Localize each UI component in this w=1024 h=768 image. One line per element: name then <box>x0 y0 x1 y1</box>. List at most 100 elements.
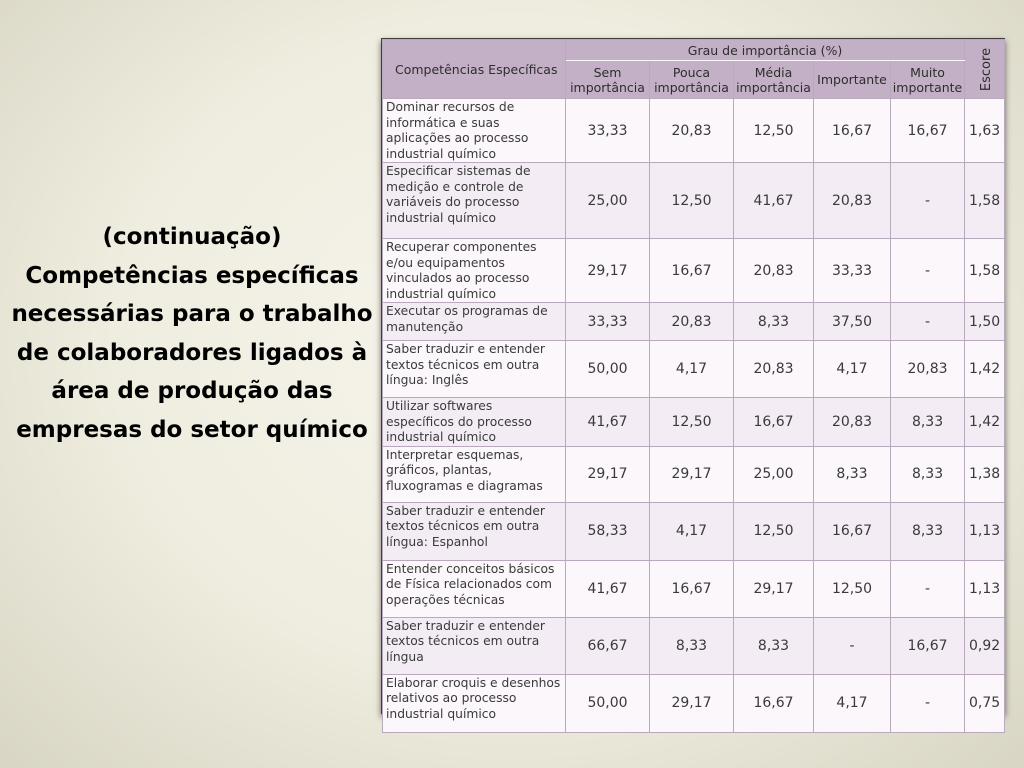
score-value: 0,92 <box>964 616 1006 675</box>
importance-value: 29,17 <box>565 238 650 303</box>
importance-value: - <box>889 673 966 733</box>
importance-value: 12,50 <box>733 98 814 163</box>
score-value: 1,38 <box>964 445 1006 503</box>
importance-value: 16,67 <box>649 559 734 618</box>
importance-value: 12,50 <box>649 162 734 239</box>
importance-value: 20,83 <box>649 302 734 341</box>
importance-value: 41,67 <box>733 162 814 239</box>
table-row: Executar os programas de manutenção 33,33… <box>382 302 1006 341</box>
importance-value: 4,17 <box>649 501 734 561</box>
importance-value: 12,50 <box>649 397 734 447</box>
score-value: 0,75 <box>964 673 1006 733</box>
competency-label: Interpretar esquemas, gráficos, plantas,… <box>382 445 566 503</box>
competency-label: Saber traduzir e entender textos técnico… <box>382 616 566 675</box>
importance-value: 16,67 <box>813 501 891 561</box>
importance-value: 20,83 <box>733 238 814 303</box>
importance-value: 29,17 <box>649 445 734 503</box>
importance-value: - <box>889 302 966 341</box>
importance-value: 33,33 <box>565 302 650 341</box>
table-row: Entender conceitos básicos de Física rel… <box>382 559 1006 618</box>
header-score: Escore <box>964 39 1006 99</box>
importance-value: 25,00 <box>733 445 814 503</box>
table-row: Dominar recursos de informática e suas a… <box>382 98 1006 163</box>
importance-value: 20,83 <box>889 340 966 398</box>
importance-value: 41,67 <box>565 559 650 618</box>
competency-label: Elaborar croquis e desenhos relativos ao… <box>382 673 566 733</box>
importance-value: - <box>889 559 966 618</box>
importance-value: 16,67 <box>733 673 814 733</box>
score-value: 1,13 <box>964 559 1006 618</box>
table-row: Interpretar esquemas, gráficos, plantas,… <box>382 445 1006 503</box>
table-row: Saber traduzir e entender textos técnico… <box>382 501 1006 561</box>
importance-value: 16,67 <box>889 98 966 163</box>
score-value: 1,13 <box>964 501 1006 561</box>
competency-label: Recuperar componentes e/ou equipamentos … <box>382 238 566 303</box>
header-level: Importante <box>813 60 891 99</box>
table-row: Saber traduzir e entender textos técnico… <box>382 340 1006 398</box>
table-row: Utilizar softwares específicos do proces… <box>382 397 1006 447</box>
importance-value: 8,33 <box>733 302 814 341</box>
table-row: Recuperar componentes e/ou equipamentos … <box>382 238 1006 303</box>
header-level: Muito importante <box>889 60 966 99</box>
header-competencies: Competências Específicas <box>382 39 566 99</box>
table-row: Elaborar croquis e desenhos relativos ao… <box>382 673 1006 733</box>
importance-value: 29,17 <box>565 445 650 503</box>
importance-value: - <box>813 616 891 675</box>
importance-value: 29,17 <box>649 673 734 733</box>
competencies-table: Competências Específicas Grau de importâ… <box>382 39 1006 733</box>
competency-label: Executar os programas de manutenção <box>382 302 566 341</box>
header-level: Média importância <box>733 60 814 99</box>
header-importance-group: Grau de importância (%) <box>564 39 966 61</box>
importance-value: 33,33 <box>813 238 891 303</box>
importance-value: 8,33 <box>889 397 966 447</box>
score-value: 1,63 <box>964 98 1006 163</box>
importance-value: 16,67 <box>889 616 966 675</box>
competency-label: Dominar recursos de informática e suas a… <box>382 98 566 163</box>
importance-value: 25,00 <box>565 162 650 239</box>
importance-value: 8,33 <box>733 616 814 675</box>
importance-value: 29,17 <box>733 559 814 618</box>
importance-value: 20,83 <box>813 397 891 447</box>
importance-value: 4,17 <box>649 340 734 398</box>
importance-value: 33,33 <box>565 98 650 163</box>
table-row: Saber traduzir e entender textos técnico… <box>382 616 1006 675</box>
importance-value: - <box>889 238 966 303</box>
importance-value: 12,50 <box>733 501 814 561</box>
importance-value: 4,17 <box>813 340 891 398</box>
table-row: Especificar sistemas de medição e contro… <box>382 162 1006 239</box>
score-value: 1,42 <box>964 397 1006 447</box>
importance-value: 12,50 <box>813 559 891 618</box>
importance-value: 20,83 <box>813 162 891 239</box>
competencies-table-image: Competências Específicas Grau de importâ… <box>381 38 1006 733</box>
competency-label: Saber traduzir e entender textos técnico… <box>382 340 566 398</box>
importance-value: 66,67 <box>565 616 650 675</box>
importance-value: 41,67 <box>565 397 650 447</box>
importance-value: 4,17 <box>813 673 891 733</box>
importance-value: 8,33 <box>889 445 966 503</box>
importance-value: 58,33 <box>565 501 650 561</box>
importance-value: 20,83 <box>733 340 814 398</box>
continuation-label: (continuação) <box>102 224 282 250</box>
importance-value: 16,67 <box>649 238 734 303</box>
slide-title: Competências específicas necessárias par… <box>11 262 373 443</box>
score-value: 1,42 <box>964 340 1006 398</box>
score-value: 1,50 <box>964 302 1006 341</box>
importance-value: 50,00 <box>565 340 650 398</box>
importance-value: 8,33 <box>649 616 734 675</box>
competency-label: Utilizar softwares específicos do proces… <box>382 397 566 447</box>
importance-value: 16,67 <box>813 98 891 163</box>
competency-label: Especificar sistemas de medição e contro… <box>382 162 566 239</box>
importance-value: 16,67 <box>733 397 814 447</box>
score-value: 1,58 <box>964 162 1006 239</box>
slide-caption: (continuação) Competências específicas n… <box>6 218 378 449</box>
importance-value: 37,50 <box>813 302 891 341</box>
importance-value: 8,33 <box>889 501 966 561</box>
header-level: Pouca importância <box>649 60 734 99</box>
competency-label: Saber traduzir e entender textos técnico… <box>382 501 566 561</box>
header-level: Sem importância <box>565 60 650 99</box>
competency-label: Entender conceitos básicos de Física rel… <box>382 559 566 618</box>
score-value: 1,58 <box>964 238 1006 303</box>
importance-value: 20,83 <box>649 98 734 163</box>
importance-value: 50,00 <box>565 673 650 733</box>
importance-value: 8,33 <box>813 445 891 503</box>
